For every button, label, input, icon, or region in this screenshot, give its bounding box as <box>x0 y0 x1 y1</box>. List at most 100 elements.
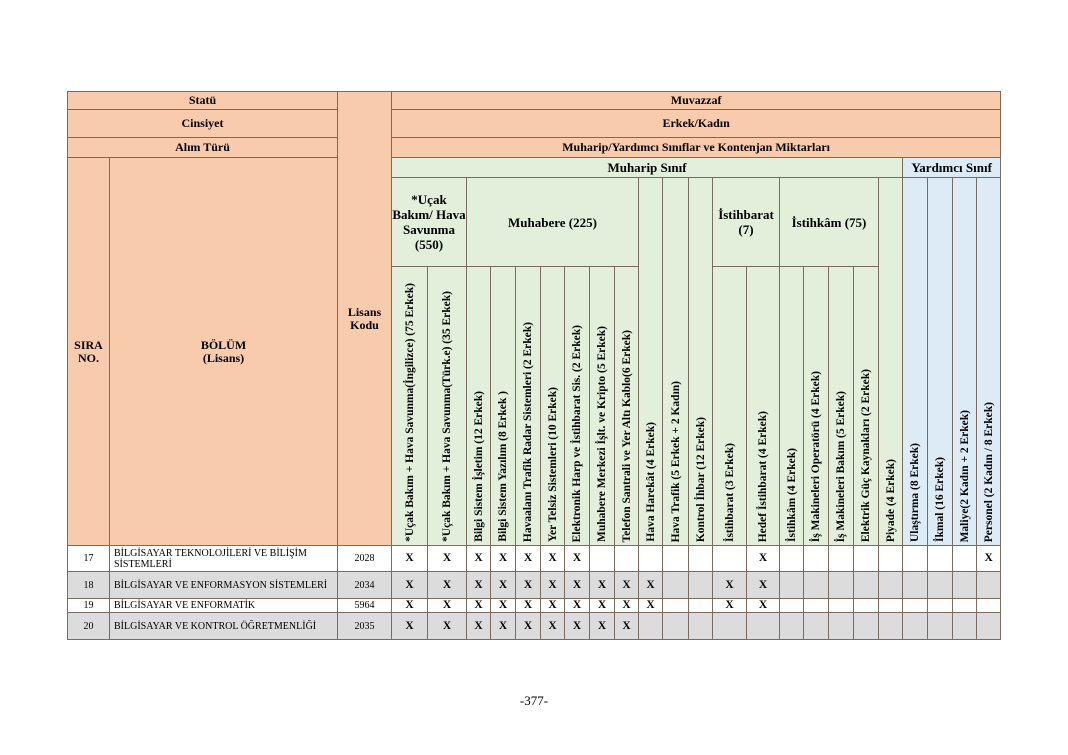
mark-cell <box>975 612 1002 640</box>
mark-cell <box>853 612 879 640</box>
column-header: İkmal (16 Erkek) <box>927 177 953 546</box>
column-label: İstihkâm (4 Erkek) <box>785 448 798 542</box>
sira-header: SIRA NO. <box>67 157 110 546</box>
column-label: İkmal (16 Erkek) <box>934 457 946 542</box>
mark-cell: X <box>515 545 541 572</box>
table-row: 17 BİLGİSAYAR TEKNOLOJİLERİ VE BİLİŞİM Sİ… <box>67 545 1002 572</box>
mark-cell: X <box>638 571 663 599</box>
group-muhabere: Muhabere (225) <box>466 177 639 267</box>
bolum-header: BÖLÜM (Lisans) <box>109 157 338 546</box>
mark-cell: X <box>746 545 780 572</box>
statu-label: Statü <box>67 91 338 110</box>
column-label: Hava Harekât (4 Erkek) <box>644 422 657 542</box>
column-label: İş Makineleri Operatörü (4 Erkek) <box>810 370 822 542</box>
bolum-cell: BİLGİSAYAR VE KONTROL ÖĞRETMENLİĞİ <box>109 612 338 640</box>
mark-cell: X <box>746 598 780 613</box>
column-label: Maliye(2 Kadın + 2 Erkek) <box>958 409 971 542</box>
mark-cell <box>712 545 747 572</box>
mark-cell: X <box>540 598 565 613</box>
bolum-label: BÖLÜM (Lisans) <box>200 337 247 365</box>
column-header: Bilgi Sistem İşletim (12 Erkek) <box>466 266 491 546</box>
column-label: Hava Trafik (5 Erkek + 2 Kadın) <box>669 380 682 542</box>
mark-cell <box>853 545 879 572</box>
mark-cell: X <box>515 612 541 640</box>
cinsiyet-value: Erkek/Kadın <box>390 109 1002 138</box>
table-row: 20 BİLGİSAYAR VE KONTROL ÖĞRETMENLİĞİ 2035… <box>67 612 1002 640</box>
mark-cell: X <box>391 598 428 613</box>
sira-cell: 20 <box>67 612 110 640</box>
mark-cell <box>927 571 953 599</box>
mark-cell <box>589 545 615 572</box>
column-header: Personel (2 Kadın / 8 Erkek) <box>975 177 1002 546</box>
column-header: Bilgi Sistem Yazılım (8 Erkek ) <box>490 266 516 546</box>
sira-cell: 17 <box>67 545 110 572</box>
column-header: Elektronik Harp ve İstihbarat Sis. (2 Er… <box>564 266 590 546</box>
column-header: Hava Harekât (4 Erkek) <box>638 177 663 546</box>
mark-cell <box>975 598 1002 613</box>
column-label: Personel (2 Kadın / 8 Erkek) <box>982 401 995 542</box>
column-label: Havaalanı Trafik Radar Sistemleri (2 Erk… <box>522 321 534 542</box>
column-label: İstihbarat (3 Erkek) <box>723 442 736 542</box>
alim-turu-value: Muharip/Yardımcı Sınıflar ve Kontenjan M… <box>390 137 1002 158</box>
mark-cell: X <box>515 571 541 599</box>
table-row: 18 BİLGİSAYAR VE ENFORMASYON SİSTEMLERİ 20… <box>67 571 1002 599</box>
mark-cell <box>828 598 854 613</box>
mark-cell <box>779 571 804 599</box>
mark-cell <box>662 612 689 640</box>
mark-cell <box>952 612 977 640</box>
mark-cell <box>975 571 1002 599</box>
column-label: Bilgi Sistem Yazılım (8 Erkek ) <box>497 391 509 542</box>
mark-cell: X <box>391 571 428 599</box>
column-header: *Uçak Bakım + Hava Savunma(Türk.e) (35 E… <box>427 266 467 546</box>
column-label: Hedef İstihbarat (4 Erkek) <box>757 410 769 542</box>
mark-cell: X <box>614 571 639 599</box>
mark-cell <box>688 612 713 640</box>
mark-cell <box>614 545 639 572</box>
mark-cell <box>952 545 977 572</box>
column-header: İş Makineleri Bakım (5 Erkek) <box>828 266 854 546</box>
lisans-kodu-cell: 2034 <box>337 571 392 599</box>
mark-cell <box>638 612 663 640</box>
mark-cell: X <box>540 545 565 572</box>
quota-table: Statü Lisans Kodu Muvazzaf Cinsiyet Erke… <box>67 91 1002 640</box>
muharip-sinif-header: Muharip Sınıf <box>391 157 903 178</box>
mark-cell <box>878 612 903 640</box>
column-header: Telefon Santrali ve Yer Altı Kablo(6 Erk… <box>614 266 639 546</box>
mark-cell: X <box>564 598 590 613</box>
lisans-kodu-cell: 2035 <box>337 612 392 640</box>
mark-cell: X <box>466 545 491 572</box>
mark-cell <box>662 571 689 599</box>
column-header: *Uçak Bakım + Hava Savunma(İngilizce) (7… <box>391 266 428 546</box>
mark-cell <box>803 612 829 640</box>
mark-cell <box>853 598 879 613</box>
mark-cell <box>902 571 928 599</box>
mark-cell: X <box>515 598 541 613</box>
statu-value: Muvazzaf <box>390 91 1002 110</box>
mark-cell <box>779 598 804 613</box>
column-header: İstihbarat (3 Erkek) <box>712 266 747 546</box>
column-label: Kontrol İhbar (12 Erkek) <box>694 416 707 542</box>
column-header: Yer Telsiz Sistemleri (10 Erkek) <box>540 266 565 546</box>
mark-cell: X <box>490 545 516 572</box>
mark-cell: X <box>540 571 565 599</box>
column-label: Ulaştırma (8 Erkek) <box>909 442 921 542</box>
mark-cell <box>902 545 928 572</box>
page-number: -377- <box>519 693 549 708</box>
mark-cell: X <box>564 545 590 572</box>
mark-cell <box>952 598 977 613</box>
mark-cell <box>902 612 928 640</box>
lisans-kodu-cell: 5964 <box>337 598 392 613</box>
mark-cell <box>927 598 953 613</box>
cinsiyet-label: Cinsiyet <box>67 109 338 138</box>
mark-cell: X <box>589 571 615 599</box>
mark-cell: X <box>490 598 516 613</box>
mark-cell: X <box>427 545 467 572</box>
group-istihbarat: İstihbarat (7) <box>712 177 780 267</box>
mark-cell: X <box>391 612 428 640</box>
mark-cell: X <box>712 571 747 599</box>
column-label: *Uçak Bakım + Hava Savunma(İngilizce) (7… <box>403 283 416 542</box>
column-header: Hedef İstihbarat (4 Erkek) <box>746 266 780 546</box>
mark-cell <box>688 571 713 599</box>
mark-cell <box>779 545 804 572</box>
column-label: Bilgi Sistem İşletim (12 Erkek) <box>472 391 485 542</box>
